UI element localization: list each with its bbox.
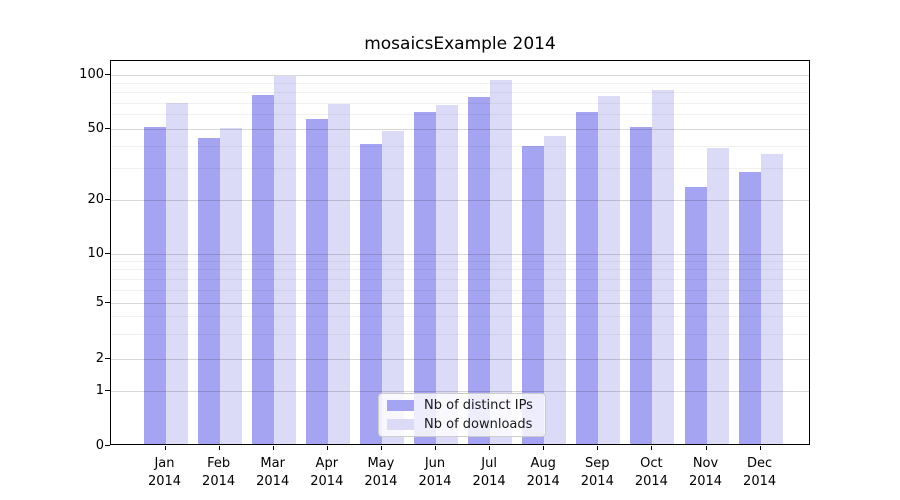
major-gridline [111,302,809,304]
x-tick-label: Dec 2014 [743,456,777,489]
y-tick-mark [105,127,110,129]
downloads-bar-jun-2014 [436,105,458,444]
ips-bar-jul-2014 [468,97,491,444]
x-tick-label: Feb 2014 [202,456,236,489]
x-tick-mark [705,446,707,450]
downloads-bar-jul-2014 [490,80,513,444]
minor-gridline [111,145,809,147]
ips-bar-may-2014 [359,143,382,444]
x-tick-mark [218,446,220,450]
legend-item-distinct-ips: Nb of distinct IPs [387,398,537,414]
legend-item-downloads: Nb of downloads [387,417,537,433]
major-gridline [111,200,809,201]
legend-swatch-downloads [387,418,414,430]
x-tick-mark [489,446,491,450]
y-tick-mark [105,445,110,446]
x-tick-label: Aug 2014 [526,456,560,489]
x-tick-mark [651,446,653,450]
x-tick-label: May 2014 [364,456,398,489]
ips-bar-dec-2014 [738,171,761,444]
y-tick-mark [105,252,110,254]
x-tick-label: Oct 2014 [634,456,668,489]
minor-gridline [111,83,809,85]
downloads-bar-apr-2014 [327,103,350,444]
minor-gridline [111,289,809,291]
downloads-bar-oct-2014 [652,90,675,444]
minor-gridline [111,316,809,318]
minor-gridline [111,92,809,94]
y-tick-label: 20 [87,192,104,207]
downloads-bar-may-2014 [381,131,404,444]
legend-label-distinct-ips: Nb of distinct IPs [424,398,533,414]
minor-gridline [111,278,809,280]
y-tick-label: 10 [87,245,104,261]
y-tick-label: 100 [79,67,104,82]
minor-gridline [111,269,809,271]
x-tick-label: Jan 2014 [147,456,182,489]
x-tick-label: Nov 2014 [688,456,723,489]
downloads-bar-sep-2014 [598,96,621,444]
minor-gridline [111,334,809,336]
ips-bar-oct-2014 [630,126,653,444]
x-tick-mark [543,446,545,450]
ips-bar-sep-2014 [576,112,599,444]
major-gridline [111,253,809,255]
y-tick-label: 1 [95,383,104,398]
x-tick-mark [597,446,599,450]
y-tick-label: 0 [95,438,104,453]
ips-bar-mar-2014 [251,95,274,444]
downloads-bar-dec-2014 [760,154,783,444]
x-tick-label: Jul 2014 [472,456,506,489]
minor-gridline [111,102,809,104]
x-tick-mark [326,446,328,450]
y-tick-label: 50 [87,120,104,136]
x-tick-mark [164,446,166,450]
major-gridline [111,359,809,360]
y-tick-mark [105,74,110,75]
y-tick-mark [105,358,110,359]
y-tick-mark [105,199,110,200]
downloads-bar-mar-2014 [273,76,296,444]
minor-gridline [111,168,809,170]
plot-area [110,60,810,445]
x-tick-mark [272,446,274,450]
x-tick-label: Sep 2014 [580,456,614,489]
ips-bar-aug-2014 [522,145,545,444]
major-gridline [111,391,809,392]
ips-bar-jun-2014 [414,112,436,444]
ips-bar-jan-2014 [143,126,166,444]
legend-label-downloads: Nb of downloads [424,416,533,432]
minor-gridline [111,260,809,262]
major-gridline [111,128,809,130]
downloads-bar-aug-2014 [544,136,567,444]
chart-title: mosaicsExample 2014 [364,34,556,54]
ips-bar-nov-2014 [684,187,707,444]
x-tick-label: Apr 2014 [310,456,344,489]
major-gridline [111,75,809,76]
ips-bar-feb-2014 [197,138,220,444]
x-tick-label: Mar 2014 [256,456,290,489]
y-tick-label: 5 [95,294,104,310]
downloads-bar-feb-2014 [219,128,242,444]
ips-bar-apr-2014 [305,119,328,444]
y-tick-label: 2 [95,351,104,366]
x-tick-label: Jun 2014 [418,456,452,489]
legend-swatch-distinct-ips [387,400,414,412]
minor-gridline [111,114,809,116]
y-tick-mark [105,301,110,303]
x-tick-mark [435,446,436,450]
legend: Nb of distinct IPs Nb of downloads [378,393,546,437]
downloads-bar-jan-2014 [165,102,188,444]
downloads-bar-nov-2014 [706,147,729,444]
y-tick-mark [105,390,110,391]
x-tick-mark [380,446,382,450]
x-tick-mark [759,446,761,450]
